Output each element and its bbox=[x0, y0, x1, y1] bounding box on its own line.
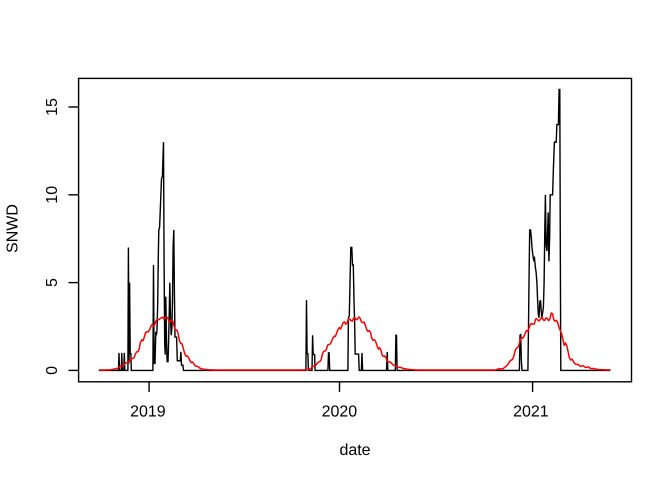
svg-text:0: 0 bbox=[44, 366, 61, 375]
svg-text:SNWD: SNWD bbox=[5, 204, 22, 253]
svg-text:2021: 2021 bbox=[513, 403, 549, 420]
svg-text:15: 15 bbox=[44, 98, 61, 116]
svg-text:5: 5 bbox=[44, 278, 61, 287]
svg-text:2019: 2019 bbox=[130, 403, 166, 420]
svg-text:2020: 2020 bbox=[322, 403, 358, 420]
svg-text:date: date bbox=[339, 442, 370, 459]
svg-text:10: 10 bbox=[44, 186, 61, 204]
